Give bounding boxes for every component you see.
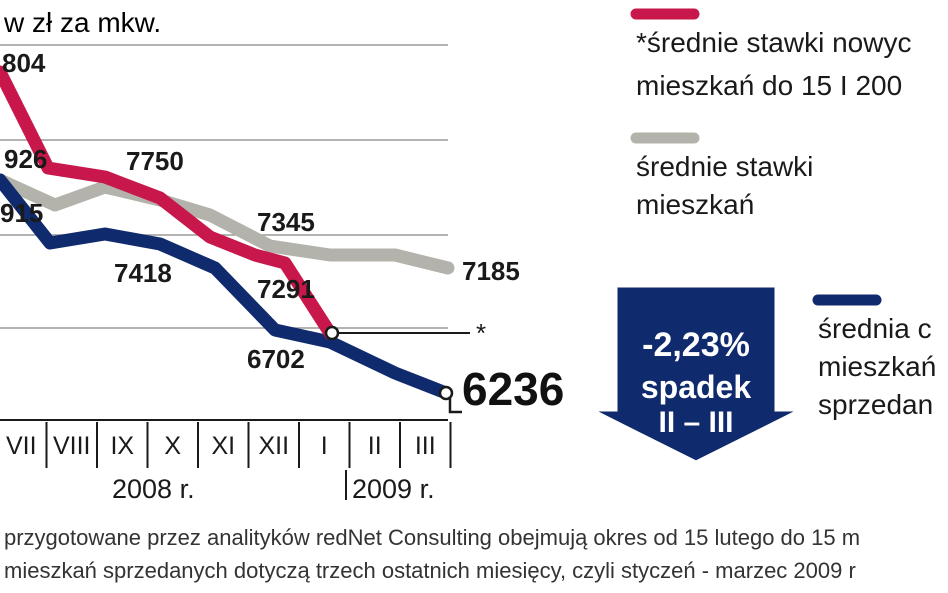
data-label: 6702 xyxy=(247,344,305,374)
label-connector xyxy=(448,398,462,414)
series-end-marker-red xyxy=(324,325,340,341)
legend-text: mieszkań do 15 I 200 xyxy=(636,70,902,101)
series-line-red xyxy=(0,65,337,340)
legend-text: średnie stawki xyxy=(636,151,813,182)
x-axis-ticks: VII VIII IX X XI XII I II III xyxy=(6,422,452,468)
legend-text: średnia c xyxy=(818,313,932,344)
footnote-line: przygotowane przez analityków redNet Con… xyxy=(4,525,860,550)
x-tick-label: X xyxy=(164,432,181,460)
x-tick-label: VII xyxy=(6,432,37,460)
legend-text: *średnie stawki nowyc xyxy=(636,27,911,58)
data-label: 7291 xyxy=(257,274,315,304)
x-tick-label: XII xyxy=(258,432,289,460)
data-label-highlight: 6236 xyxy=(462,363,564,415)
data-label: 7750 xyxy=(126,146,184,176)
legend-text: mieszkań xyxy=(818,351,936,382)
x-tick-label: I xyxy=(321,432,328,460)
callout-percent: -2,23% xyxy=(642,326,750,364)
x-tick-label: XI xyxy=(211,432,235,460)
decline-callout: -2,23% spadek II – III xyxy=(591,284,801,464)
down-arrow-icon xyxy=(591,284,801,464)
data-label: 926 xyxy=(4,144,47,174)
x-tick-label: III xyxy=(415,432,436,460)
x-tick-label: IX xyxy=(110,432,134,460)
callout-word: spadek xyxy=(641,369,751,405)
data-label: 7185 xyxy=(462,256,520,286)
footnote-line: mieszkań sprzedanych dotyczą trzech osta… xyxy=(4,558,856,583)
data-label: 7418 xyxy=(114,258,172,288)
series-line-navy xyxy=(0,173,453,400)
data-label: 7345 xyxy=(257,207,315,237)
series-line-gray xyxy=(0,173,455,275)
footnote-asterisk: * xyxy=(476,318,486,348)
data-label: 915 xyxy=(0,198,43,228)
year-label-2009: 2009 r. xyxy=(352,474,435,504)
x-tick-label: VIII xyxy=(53,432,91,460)
x-tick-label: II xyxy=(368,432,382,460)
data-label: 804 xyxy=(2,48,46,78)
callout-range: II – III xyxy=(658,406,733,439)
year-label-2008: 2008 r. xyxy=(112,474,195,504)
legend-text: sprzedan xyxy=(818,389,933,420)
legend-text: mieszkań xyxy=(636,189,754,220)
series-end-marker-navy xyxy=(438,385,454,401)
unit-label: w zł za mkw. xyxy=(3,7,161,38)
